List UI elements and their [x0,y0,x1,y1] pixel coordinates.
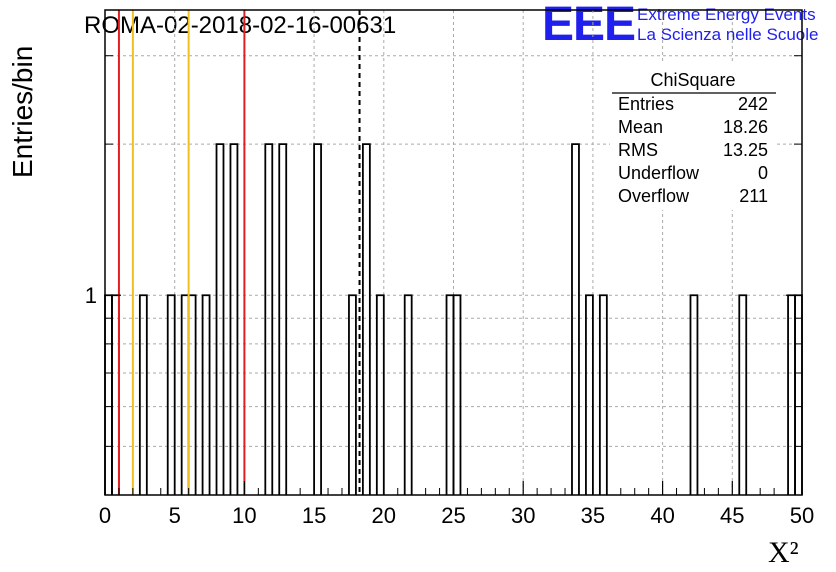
histogram-bin [375,294,385,495]
logo-mark: EEE [542,0,635,51]
reference-lines [117,10,361,495]
histogram-bin [403,294,413,495]
stats-row-value: 18.26 [723,117,768,137]
y-tick-labels: 1 [85,283,97,308]
chart-title: ROMA-02-2018-02-16-00631 [84,12,396,39]
histogram-bin [738,294,748,495]
histogram-bin [585,294,594,495]
histogram-bin [313,143,322,495]
logo-line-1: Extreme Energy Events [637,5,816,24]
histogram-bin [787,294,796,495]
histogram-bin [689,294,699,495]
stats-row-value: 211 [739,186,768,206]
histogram-bin [201,294,211,495]
x-tick-label: 0 [99,503,111,528]
x-axis-label: X² [768,536,799,569]
histogram-bin [104,294,113,495]
histogram-bin [138,294,148,495]
histogram-bin [794,294,803,495]
x-tick-label: 45 [720,503,744,528]
stats-row-label: Underflow [618,163,700,183]
x-tick-label: 35 [581,503,605,528]
stats-box: ChiSquare Entries 242 Mean 18.26 RMS 13.25 Und… [610,64,776,210]
histogram-bin [111,294,120,495]
x-tick-label: 25 [441,503,465,528]
histogram-bin [598,294,608,495]
logo-line-2: La Scienza nelle Scuole [637,25,818,44]
histogram-bin [187,294,197,495]
stats-row-label: RMS [618,140,658,160]
stats-row-value: 242 [738,94,768,114]
stats-row-value: 13.25 [723,140,768,160]
histogram-bin [229,143,239,495]
histogram-bin [361,143,371,495]
x-tick-labels: 0 5 10 15 20 25 30 35 40 45 50 [99,503,814,528]
stats-box-background [610,64,776,210]
histogram-bin [278,143,288,495]
histogram-bin [571,143,580,495]
stats-row-label: Mean [618,117,663,137]
histogram-bin [348,294,357,495]
stats-row-value: 0 [758,163,768,183]
histogram-bin [452,294,462,495]
histogram-bin [180,294,190,495]
eee-logo: EEE Extreme Energy Events La Scienza nel… [542,0,818,51]
histogram-bin [445,294,455,495]
axis-ticks [104,55,803,495]
histogram-bin [264,143,274,495]
x-tick-label: 15 [302,503,326,528]
histogram-bin [215,143,225,495]
y-axis-label: Entries/bin [7,46,38,178]
stats-box-title: ChiSquare [650,70,735,90]
stats-row-label: Entries [618,94,674,114]
stats-row-label: Overflow [618,186,690,206]
x-tick-label: 20 [372,503,396,528]
histogram-bin [166,294,176,495]
x-tick-label: 40 [650,503,674,528]
x-tick-label: 50 [790,503,814,528]
x-tick-label: 10 [232,503,256,528]
x-tick-label: 30 [511,503,535,528]
y-tick-label: 1 [85,283,97,308]
x-tick-label: 5 [169,503,181,528]
